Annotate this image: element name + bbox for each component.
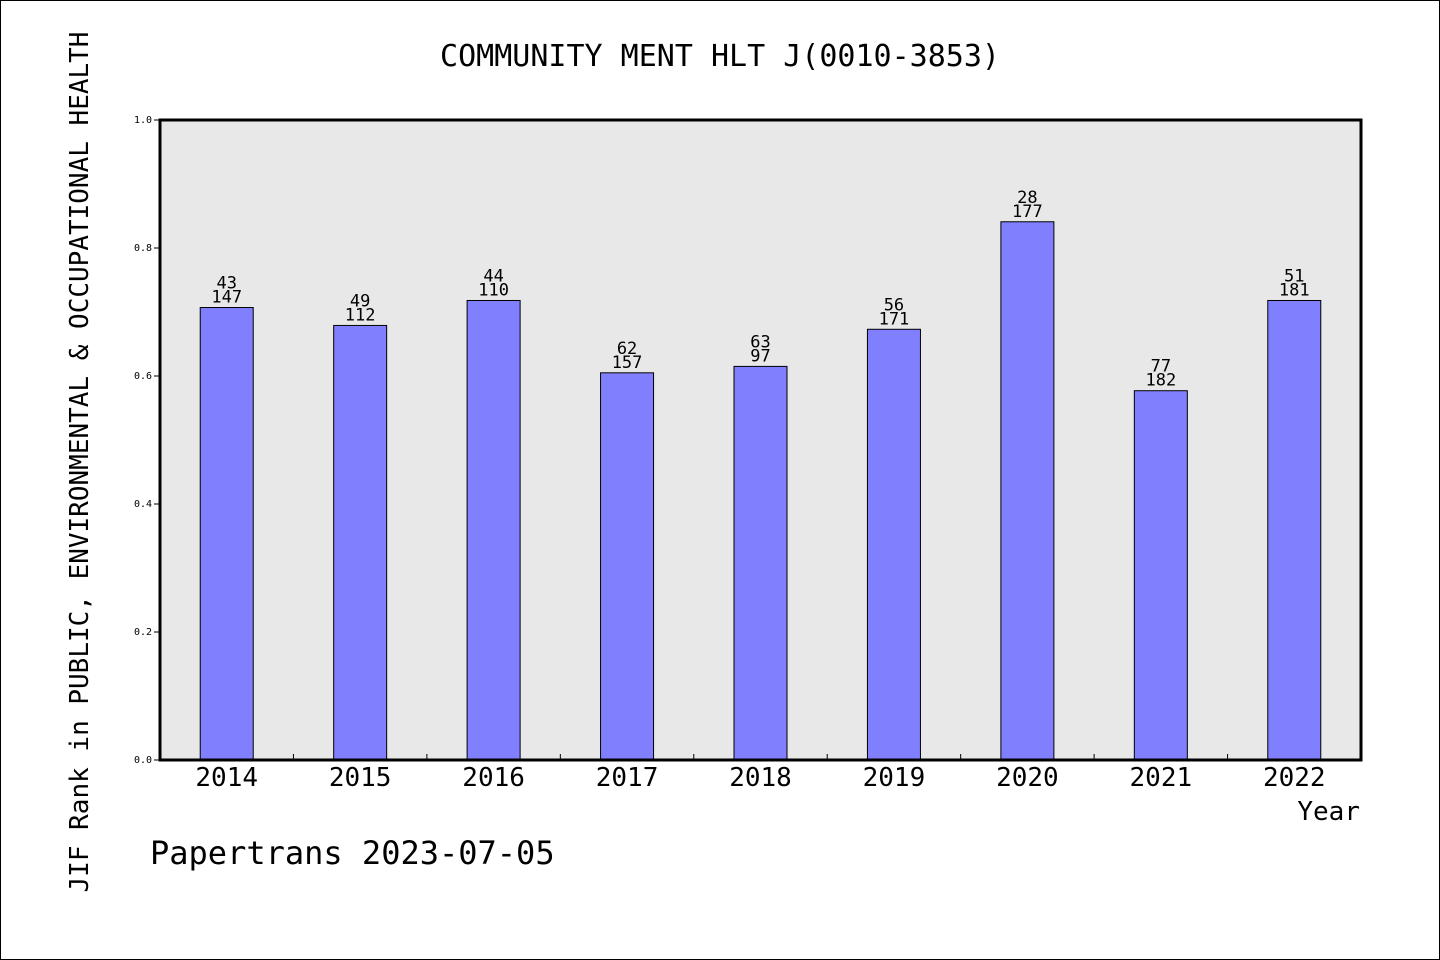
y-axis: 0.0 0.2 0.4 0.6 0.8 1.0 bbox=[134, 115, 160, 766]
bar-2020 bbox=[1000, 221, 1055, 761]
bar-2019 bbox=[866, 328, 921, 761]
bar-rank-label: 28 bbox=[1017, 188, 1037, 208]
bar-total-label: 97 bbox=[750, 346, 770, 366]
x-tick-label: 2022 bbox=[1263, 763, 1326, 793]
bar-total-label: 110 bbox=[478, 280, 509, 300]
bar-total-label: 181 bbox=[1279, 280, 1310, 300]
bar-rank-label: 63 bbox=[750, 332, 770, 352]
chart-title: COMMUNITY MENT HLT J(0010-3853) bbox=[440, 39, 1000, 74]
x-tick-label: 2019 bbox=[863, 763, 926, 793]
footer-credit: Papertrans 2023-07-05 bbox=[150, 834, 555, 872]
bar-total-label: 112 bbox=[345, 305, 376, 325]
bar-rank-label: 56 bbox=[884, 295, 904, 315]
plot-border bbox=[158, 118, 1363, 762]
x-tick-label: 2016 bbox=[462, 763, 525, 793]
bar-total-label: 177 bbox=[1012, 202, 1043, 222]
bar-total-label: 182 bbox=[1145, 371, 1176, 391]
x-axis-label: Year bbox=[1297, 797, 1360, 827]
x-tick-label: 2018 bbox=[729, 763, 792, 793]
bar-total-label: 147 bbox=[211, 288, 242, 308]
x-tick-label: 2017 bbox=[596, 763, 659, 793]
bar-rank-label: 49 bbox=[350, 291, 370, 311]
y-axis-label: JIF Rank in PUBLIC, ENVIRONMENTAL & OCCU… bbox=[65, 32, 95, 893]
x-tick-label: 2015 bbox=[329, 763, 392, 793]
bar-2015 bbox=[333, 324, 388, 761]
bar-2017 bbox=[600, 372, 655, 761]
bar-rank-label: 51 bbox=[1284, 266, 1304, 286]
bar-rank-label: 44 bbox=[483, 266, 503, 286]
bar-series bbox=[199, 221, 1322, 761]
y-tick-label: 1.0 bbox=[134, 115, 152, 126]
bar-total-label: 171 bbox=[879, 309, 910, 329]
x-tick-label: 2014 bbox=[195, 763, 258, 793]
x-tick-label: 2021 bbox=[1130, 763, 1193, 793]
x-axis: 2014 2015 2016 2017 2018 2019 2020 2021 2022 bbox=[195, 754, 1326, 793]
bar-rank-label: 77 bbox=[1151, 357, 1171, 377]
y-tick-label: 0.6 bbox=[134, 371, 152, 382]
bar-2022 bbox=[1267, 299, 1322, 761]
bar-2016 bbox=[466, 299, 521, 761]
bar-2018 bbox=[733, 365, 788, 761]
y-tick-label: 0.4 bbox=[134, 499, 152, 510]
y-tick-label: 0.2 bbox=[134, 627, 152, 638]
y-tick-label: 0.8 bbox=[134, 243, 152, 254]
x-tick-label: 2020 bbox=[996, 763, 1059, 793]
bar-rank-label: 62 bbox=[617, 339, 637, 359]
bar-rank-label: 43 bbox=[216, 274, 236, 294]
bar-2021 bbox=[1133, 390, 1188, 761]
bar-2014 bbox=[199, 307, 254, 761]
bar-total-label: 157 bbox=[612, 353, 643, 373]
y-tick-label: 0.0 bbox=[134, 755, 152, 766]
